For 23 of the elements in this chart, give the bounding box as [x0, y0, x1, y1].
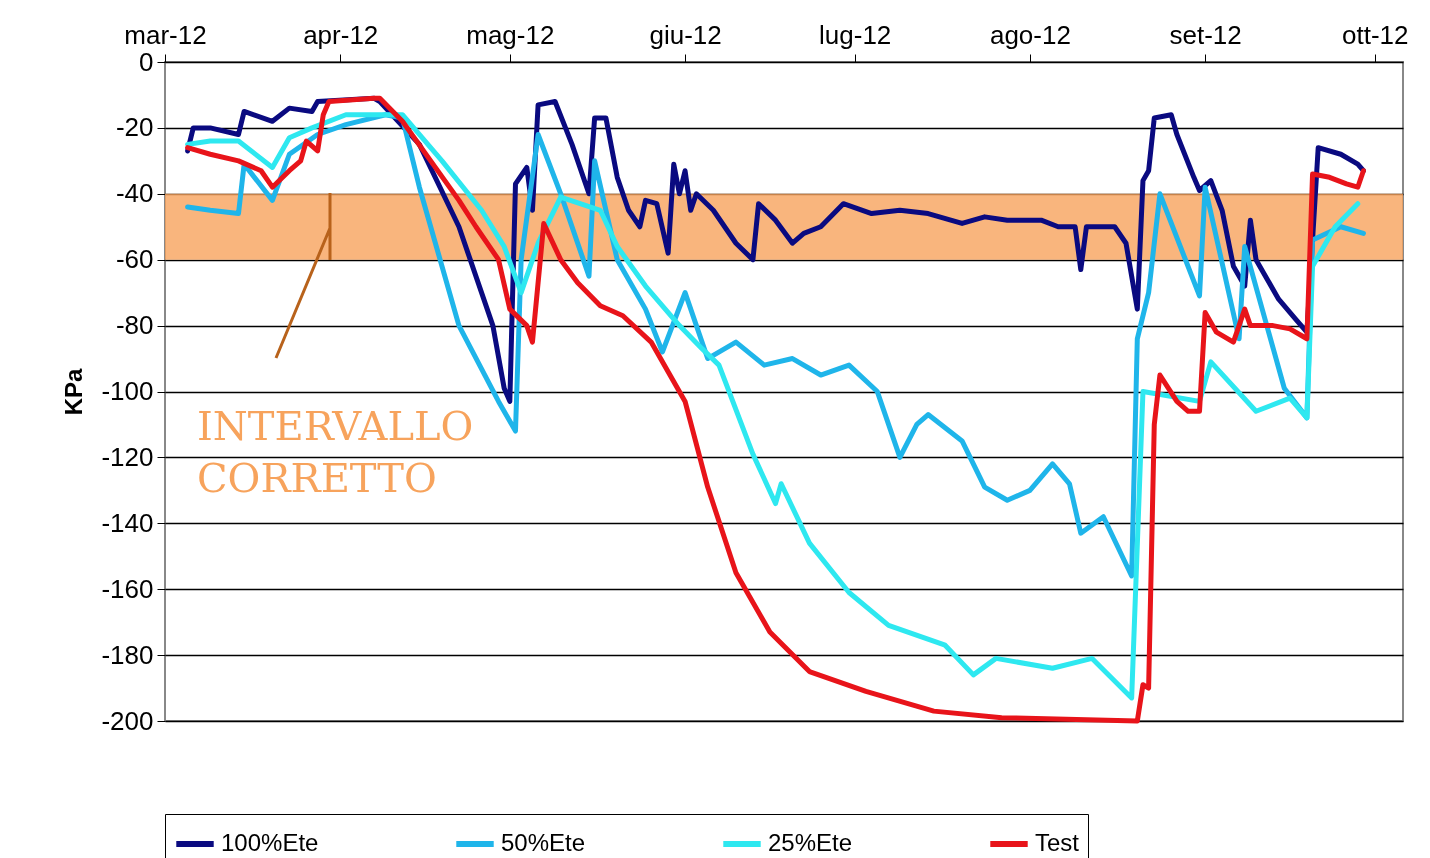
y-tick-label: -20 [115, 112, 154, 143]
x-tick-label: ago-12 [989, 19, 1071, 50]
x-tick-label: lug-12 [819, 19, 892, 50]
y-tick-label: -180 [101, 639, 154, 670]
x-tick-label: apr-12 [303, 19, 379, 50]
band-label: INTERVALLO CORRETTO [197, 403, 474, 501]
y-tick-label: -120 [101, 441, 154, 472]
x-tick-label: set-12 [1169, 19, 1242, 50]
y-tick-label: -80 [115, 310, 154, 341]
y-axis-title: KPa [60, 368, 88, 416]
x-tick-label: mag-12 [466, 19, 555, 50]
legend-label: 100%Ete [221, 829, 319, 856]
legend-label: Test [1035, 829, 1080, 856]
y-tick-label: -40 [115, 178, 154, 209]
y-tick-label: -200 [101, 705, 154, 736]
y-tick-label: -160 [101, 573, 154, 604]
y-tick-label: -140 [101, 507, 154, 538]
y-tick-label: -60 [115, 244, 154, 275]
x-tick-label: ott-12 [1341, 19, 1409, 50]
x-tick-label: giu-12 [649, 19, 722, 50]
y-tick-label: -100 [101, 376, 154, 406]
legend-label: 25%Ete [768, 829, 853, 856]
legend-label: 50%Ete [501, 829, 586, 856]
